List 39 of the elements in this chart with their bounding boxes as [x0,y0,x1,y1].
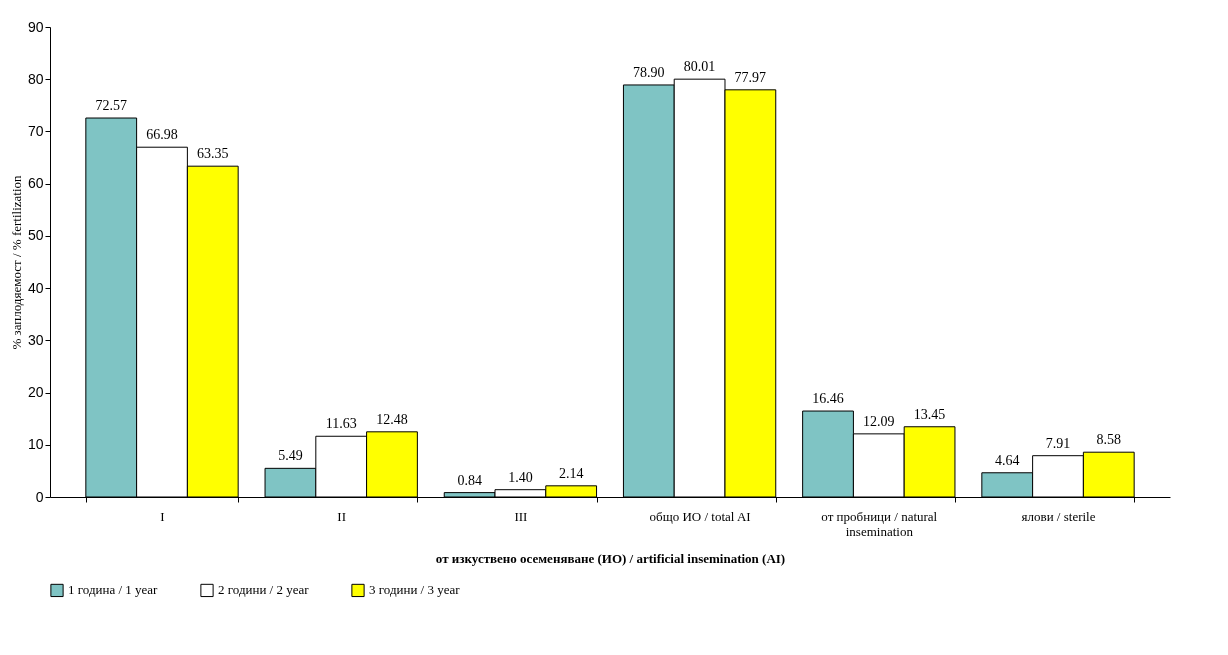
x-tick-label: от пробници / natural insemination [821,508,938,539]
y-tick-label: 0 [35,488,44,505]
data-label: 63.35 [197,146,229,162]
data-label: 78.90 [633,64,665,80]
data-label: 80.01 [683,59,716,75]
data-label: 11.63 [325,416,357,432]
data-label: 1.40 [508,469,533,485]
y-tick-label: 90 [27,18,44,35]
y-tick-label: 50 [27,227,44,244]
data-label: 0.84 [457,472,482,488]
data-label: 5.49 [278,448,303,464]
data-label: 13.45 [913,406,946,422]
x-tick-label: I [160,508,165,524]
x-tick-label: II [337,508,347,524]
y-tick-label: 40 [27,279,44,296]
y-tick-label: 80 [27,70,44,87]
y-tick-label: 10 [27,436,44,453]
data-label: 77.97 [734,69,767,85]
y-tick-label: 20 [27,384,44,401]
data-label: 72.57 [95,98,127,114]
data-label: 8.58 [1096,432,1122,448]
data-label: 4.64 [994,452,1020,468]
data-label: 12.48 [376,411,408,427]
x-tick-label: ялови / sterile [1021,508,1096,524]
data-label: 2.14 [558,465,584,481]
data-label: 7.91 [1045,435,1071,451]
data-label: 12.09 [863,413,895,429]
legend-label: 2 години / 2 year [218,582,310,598]
data-label: 66.98 [146,127,178,143]
y-tick-label: 70 [27,122,44,139]
x-tick-label: общо ИО / total AI [649,508,751,524]
x-tick-label: III [514,508,528,524]
legend-label: 1 година / 1 year [68,582,159,598]
legend-label: 3 години / 3 year [369,582,461,598]
y-tick-label: 60 [27,175,44,192]
data-label: 16.46 [812,391,844,407]
x-axis-title: от изкуствено осеменяване (ИО) / artificial insemination (AI) [435,550,786,566]
y-tick-label: 30 [27,331,44,348]
y-axis-title: % заплодяемост / % fertilization [8,174,24,350]
